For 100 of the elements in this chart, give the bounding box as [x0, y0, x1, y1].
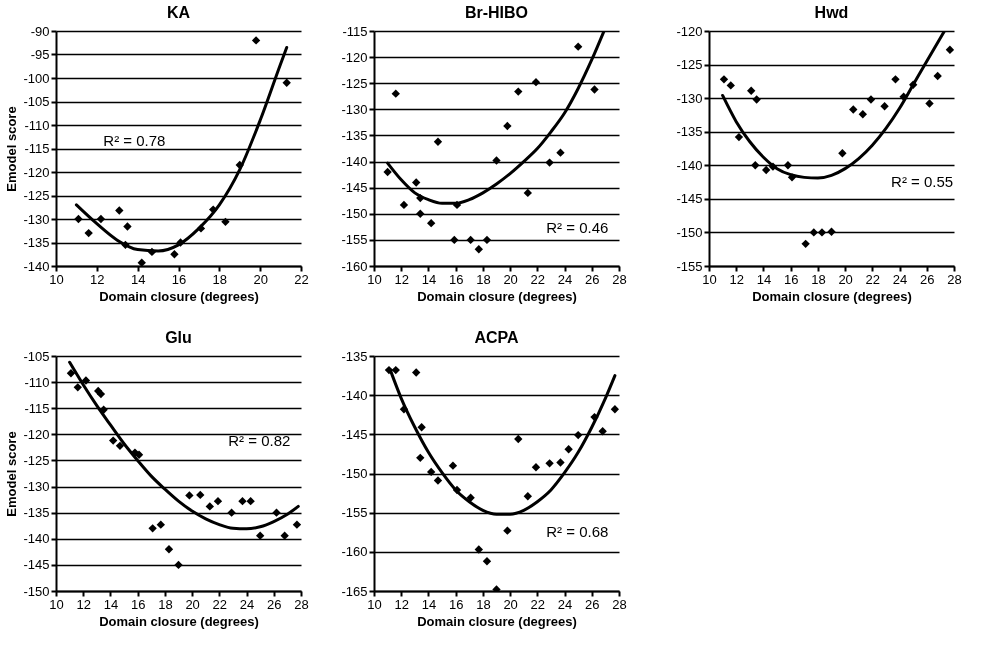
point [482, 235, 492, 245]
point [123, 222, 132, 231]
chart-title: ACPA [474, 329, 520, 346]
point [466, 235, 475, 245]
point [174, 560, 183, 570]
x-tick-label: 20 [253, 271, 268, 287]
point [556, 148, 565, 157]
y-tick-label: -140 [23, 258, 50, 274]
y-tick-label: -105 [23, 94, 50, 109]
point [238, 496, 247, 506]
x-tick-label: 20 [185, 596, 200, 612]
y-tick-label: -145 [341, 426, 368, 442]
y-tick-label: -90 [30, 23, 50, 39]
point [272, 508, 281, 517]
point [452, 200, 462, 210]
y-tick-label: -150 [676, 224, 703, 240]
point [417, 423, 426, 432]
y-tick-label: -125 [23, 188, 50, 203]
y-tick-label: -165 [341, 583, 368, 599]
point [492, 156, 501, 165]
point [251, 36, 261, 45]
x-tick-label: 22 [212, 596, 228, 612]
point [176, 238, 185, 247]
y-tick-label: -105 [23, 348, 50, 364]
x-tick-label: 16 [448, 596, 464, 612]
point [734, 132, 744, 142]
x-tick-label: 26 [267, 596, 282, 612]
point [433, 476, 443, 485]
x-tick-label: 28 [947, 271, 962, 287]
point [523, 188, 532, 198]
point [827, 227, 836, 236]
annotation: R² = 0.55 [891, 173, 954, 191]
x-tick-label: 24 [557, 596, 573, 612]
x-tick-label: 22 [530, 271, 546, 287]
x-tick-label: 12 [394, 271, 409, 287]
point [751, 161, 760, 170]
y-tick-label: -125 [676, 57, 703, 73]
point [482, 557, 492, 566]
y-tick-label: -120 [341, 49, 368, 65]
y-axis-title: Emodel score [4, 106, 20, 192]
point [866, 95, 876, 104]
x-tick-label: 18 [811, 271, 826, 287]
x-tick-label: 20 [838, 271, 853, 287]
point [412, 368, 421, 377]
x-tick-label: 26 [920, 271, 935, 287]
x-tick-label: 12 [394, 596, 409, 612]
point [450, 235, 459, 245]
y-tick-label: -115 [24, 141, 50, 156]
y-tick-label: -150 [341, 466, 368, 481]
y-tick-label: -135 [676, 124, 703, 140]
point [726, 81, 735, 90]
x-tick-label: 28 [294, 596, 309, 612]
annotation: R² = 0.82 [228, 431, 291, 449]
point [817, 228, 827, 237]
point [531, 463, 541, 472]
x-tick-label: 18 [212, 271, 228, 287]
point [783, 161, 793, 170]
point [752, 95, 761, 104]
y-tick-label: -130 [676, 90, 703, 106]
point [908, 80, 918, 89]
x-tick-label: 24 [239, 596, 255, 612]
point [227, 508, 236, 517]
point [514, 434, 523, 444]
y-tick-label: -140 [676, 157, 703, 173]
point [573, 430, 583, 440]
y-tick-label: -115 [342, 23, 368, 39]
y-tick-label: -110 [24, 374, 50, 390]
y-tick-label: -110 [24, 117, 50, 133]
point [466, 493, 475, 502]
y-tick-label: -120 [23, 164, 50, 180]
y-tick-label: -125 [23, 452, 50, 468]
point [73, 383, 82, 392]
point [416, 209, 425, 218]
point [399, 200, 409, 210]
point [108, 436, 118, 445]
point [945, 45, 954, 54]
point [531, 77, 541, 87]
y-tick-label: -155 [341, 232, 368, 248]
x-tick-label: 16 [783, 271, 799, 287]
y-tick-label: -145 [676, 191, 703, 207]
point [545, 158, 554, 167]
y-tick-label: -145 [23, 557, 50, 573]
y-tick-label: -145 [341, 180, 368, 196]
x-tick-label: 10 [702, 271, 717, 287]
point [255, 531, 265, 540]
point [809, 228, 818, 237]
point [610, 405, 619, 414]
point [96, 214, 106, 224]
y-tick-label: -120 [23, 426, 50, 442]
y-tick-label: -150 [23, 583, 50, 599]
point [503, 121, 512, 131]
point [196, 224, 206, 233]
point [185, 491, 194, 500]
point [148, 524, 157, 533]
point [391, 89, 400, 98]
x-tick-label: 10 [367, 271, 382, 287]
y-tick-label: -120 [676, 23, 703, 39]
point [426, 218, 436, 228]
point [115, 441, 125, 451]
y-tick-label: -130 [23, 211, 50, 227]
